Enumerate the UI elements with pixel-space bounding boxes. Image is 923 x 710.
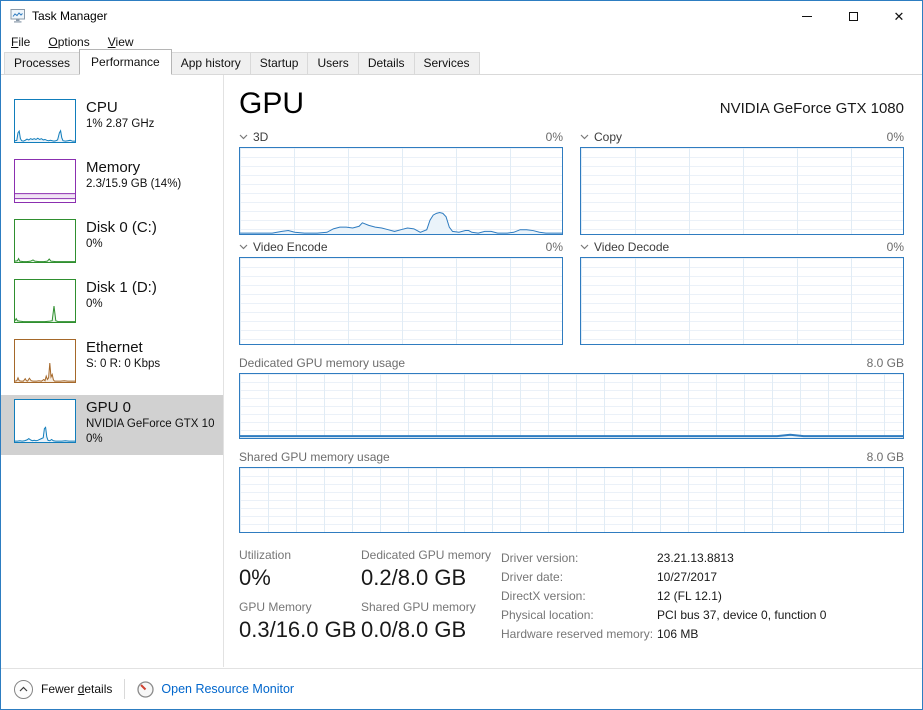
cpu-mini-chart [14,99,76,143]
chart-video-encode-value: 0% [545,240,563,254]
chart-video-decode-value: 0% [886,240,904,254]
sidebar-item-gpu0[interactable]: GPU 0 NVIDIA GeForce GTX 1080 0% [1,395,223,455]
window-title: Task Manager [32,9,108,23]
disk0-mini-chart [14,219,76,263]
gpu0-device: NVIDIA GeForce GTX 1080 [86,418,214,430]
chart-video-encode-label: Video Encode [253,240,328,254]
performance-sidebar: CPU 1% 2.87 GHz Memory 2.3/15.9 GB (14%)… [1,75,224,667]
driver-info: Driver version: 23.21.13.8813 Driver dat… [501,548,826,652]
footer: Fewer details Open Resource Monitor [1,668,922,709]
info-hardware-reserved-memory: Hardware reserved memory: 106 MB [501,627,699,641]
minimize-icon [802,15,812,17]
tab-processes[interactable]: Processes [4,52,81,75]
disk0-name: Disk 0 (C:) [86,219,157,236]
performance-content: CPU 1% 2.87 GHz Memory 2.3/15.9 GB (14%)… [1,75,922,667]
tabbar: Processes Performance App history Startu… [1,49,922,75]
dedicated-gpu-memory-label: Dedicated GPU memory [361,548,492,562]
chart-3d[interactable] [239,147,563,235]
disk0-detail: 0% [86,238,103,250]
titlebar: Task Manager ✕ [1,1,922,31]
memory-detail: 2.3/15.9 GB (14%) [86,178,182,190]
cpu-detail: 1% 2.87 GHz [86,118,155,130]
sidebar-item-disk1[interactable]: Disk 1 (D:) 0% [1,275,223,335]
cpu-name: CPU [86,99,118,116]
chart-copy[interactable] [580,147,904,235]
maximize-icon [848,11,858,21]
chart-3d-value: 0% [545,130,563,144]
gpu-stats: Utilization 0% GPU Memory 0.3/16.0 GB De… [239,548,904,652]
chevron-down-icon[interactable] [239,134,248,140]
gpu0-name: GPU 0 [86,399,132,416]
dedicated-gpu-memory-value: 0.2/8.0 GB [361,565,467,590]
dedicated-memory-max: 8.0 GB [866,356,904,370]
close-icon: ✕ [893,8,905,24]
footer-separator [124,679,126,699]
shared-memory-max: 8.0 GB [866,450,904,464]
menu-file[interactable]: File [11,34,31,49]
chart-video-decode[interactable] [580,257,904,345]
tab-users[interactable]: Users [307,52,359,75]
chart-copy-label: Copy [594,130,623,144]
gpu-device-name: NVIDIA GeForce GTX 1080 [719,100,904,117]
ethernet-name: Ethernet [86,339,143,356]
gpu0-utilization: 0% [86,433,103,445]
disk1-detail: 0% [86,298,103,310]
close-button[interactable]: ✕ [876,1,922,31]
utilization-value: 0% [239,565,271,590]
info-directx-version: DirectX version: 12 (FL 12.1) [501,589,722,603]
chevron-up-circle-icon [14,679,33,699]
gpu-memory-value: 0.3/16.0 GB [239,617,357,642]
disk1-name: Disk 1 (D:) [86,279,157,296]
chart-3d-label: 3D [253,130,269,144]
task-manager-icon [10,9,25,23]
minimize-button[interactable] [784,1,830,31]
tab-services[interactable]: Services [413,52,480,75]
ethernet-mini-chart [14,339,76,383]
tab-details[interactable]: Details [357,52,415,75]
maximize-button[interactable] [830,1,876,31]
open-resource-monitor-link[interactable]: Open Resource Monitor [137,680,295,698]
chart-copy-value: 0% [886,130,904,144]
sidebar-item-ethernet[interactable]: Ethernet S: 0 R: 0 Kbps [1,335,223,395]
chart-video-decode-label: Video Decode [594,240,670,254]
gpu-panel: GPU NVIDIA GeForce GTX 1080 3D 0% [224,75,922,667]
utilization-label: Utilization [239,548,292,562]
memory-name: Memory [86,159,141,176]
chevron-down-icon[interactable] [239,244,248,250]
chart-dedicated-memory[interactable] [239,373,904,439]
tab-app-history[interactable]: App history [170,52,251,75]
dedicated-memory-label: Dedicated GPU memory usage [239,356,406,370]
tab-performance[interactable]: Performance [79,49,172,75]
info-driver-date: Driver date: 10/27/2017 [501,570,718,584]
fewer-details-label: Fewer details [41,682,113,696]
menu-options[interactable]: Options [48,34,90,49]
page-title: GPU [239,87,305,120]
window-controls: ✕ [784,1,922,31]
open-resource-monitor-label: Open Resource Monitor [161,682,295,696]
disk1-mini-chart [14,279,76,323]
gpu-memory-label: GPU Memory [239,600,312,614]
resource-monitor-icon [137,680,155,698]
ethernet-detail: S: 0 R: 0 Kbps [86,358,161,370]
sidebar-item-memory[interactable]: Memory 2.3/15.9 GB (14%) [1,155,223,215]
sidebar-item-disk0[interactable]: Disk 0 (C:) 0% [1,215,223,275]
tab-startup[interactable]: Startup [249,52,309,75]
chart-video-encode[interactable] [239,257,563,345]
chevron-down-icon[interactable] [580,244,589,250]
info-driver-version: Driver version: 23.21.13.8813 [501,551,734,565]
fewer-details-button[interactable]: Fewer details [14,679,113,699]
chart-shared-memory[interactable] [239,467,904,533]
gpu0-mini-chart [14,399,76,443]
info-physical-location: Physical location: PCI bus 37, device 0,… [501,608,827,622]
shared-gpu-memory-value: 0.0/8.0 GB [361,617,467,642]
shared-memory-label: Shared GPU memory usage [239,450,390,464]
sidebar-item-cpu[interactable]: CPU 1% 2.87 GHz [1,95,223,155]
chevron-down-icon[interactable] [580,134,589,140]
memory-mini-chart [14,159,76,203]
shared-gpu-memory-label: Shared GPU memory [361,600,476,614]
menubar: File Options View [1,31,922,52]
menu-view[interactable]: View [107,34,134,49]
